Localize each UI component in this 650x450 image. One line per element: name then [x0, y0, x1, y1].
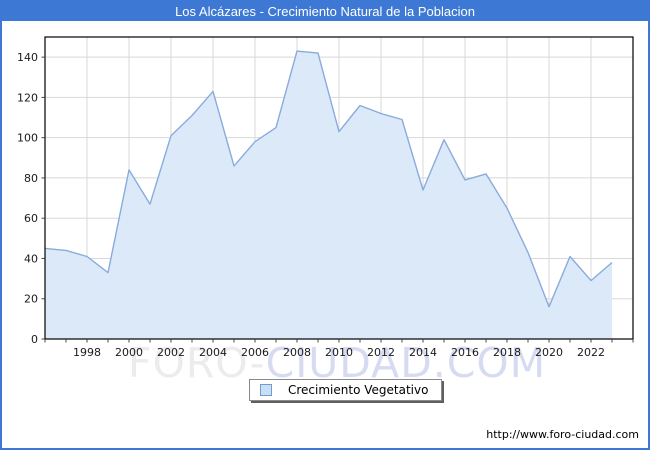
y-tick-label: 0	[31, 333, 38, 346]
x-tick-label: 2008	[283, 346, 311, 359]
x-tick-label: 2016	[451, 346, 479, 359]
x-tick-label: 2012	[367, 346, 395, 359]
x-tick-label: 2022	[577, 346, 605, 359]
x-tick-label: 2006	[241, 346, 269, 359]
footer-url-link[interactable]: http://www.foro-ciudad.com	[486, 428, 639, 441]
y-tick-label: 100	[17, 132, 38, 145]
legend-swatch-icon	[260, 384, 272, 396]
title-bar: Los Alcázares - Crecimiento Natural de l…	[2, 2, 648, 21]
x-tick-label: 2002	[157, 346, 185, 359]
chart-svg: 0 20 40 60 80 100 120 140 1998 2000 2002 2004 2006 20…	[17, 36, 634, 359]
y-tick-label: 40	[24, 252, 38, 265]
legend-label: Crecimiento Vegetativo	[288, 383, 429, 397]
x-tick-label: 2018	[493, 346, 521, 359]
y-tick-label: 120	[17, 91, 38, 104]
y-tick-label: 80	[24, 172, 38, 185]
x-tick-label: 2000	[115, 346, 143, 359]
chart-legend: Crecimiento Vegetativo	[249, 379, 443, 401]
x-tick-label: 2004	[199, 346, 227, 359]
x-tick-label: 1998	[73, 346, 101, 359]
x-tick-label: 2014	[409, 346, 437, 359]
x-tick-label: 2010	[325, 346, 353, 359]
y-tick-label: 20	[24, 293, 38, 306]
x-tick-label: 2020	[535, 346, 563, 359]
page-title: Los Alcázares - Crecimiento Natural de l…	[175, 4, 475, 19]
y-tick-label: 60	[24, 212, 38, 225]
y-tick-label: 140	[17, 51, 38, 64]
